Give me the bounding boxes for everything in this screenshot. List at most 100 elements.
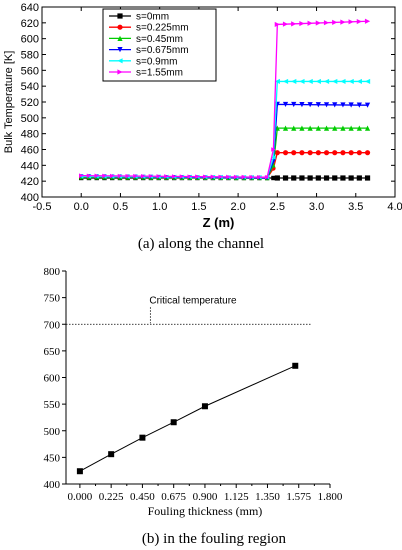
y-tick-label: 440 [21,160,39,172]
data-point [299,78,305,85]
data-point [348,125,354,131]
data-point [332,78,338,85]
y-tick-label: 580 [21,50,39,62]
data-point [332,175,338,181]
data-point [291,175,297,181]
series-0 [76,362,299,475]
data-point [117,173,123,179]
data-point [291,21,297,27]
legend-marker [117,13,123,19]
data-point [226,174,231,180]
y-tick-label: 460 [21,145,39,157]
x-tick-label: 1.5 [191,201,206,213]
x-tick-label: 3.0 [309,201,324,213]
data-point [348,150,354,156]
data-point [264,175,270,180]
data-point [282,125,289,131]
data-point [315,125,321,131]
data-point [323,102,330,108]
x-tick-label: 0.000 [68,491,93,503]
x-tick-label: 1.350 [255,491,280,503]
data-point [102,173,107,179]
data-point [323,78,330,85]
data-point [340,150,346,156]
y-tick-label: 420 [21,176,39,188]
data-point [299,175,305,181]
x-tick-label: 0.900 [193,491,218,503]
legend: s=0mms=0.225mms=0.45mms=0.675mms=0.9mms=… [102,8,217,82]
data-point [340,102,346,108]
data-point [307,78,313,85]
x-axis-label: Fouling thickness (mm) [148,504,263,518]
data-point [291,101,297,108]
data-point [332,102,338,108]
data-point [257,174,262,180]
data-point [299,101,305,108]
data-point [291,125,297,131]
data-point [282,175,289,181]
data-point [307,102,313,108]
data-point [348,78,354,85]
caption-a: (a) along the channel [138,236,264,252]
data-point [364,78,371,85]
data-point [315,175,321,181]
legend-marker [117,24,123,30]
data-point [125,173,130,179]
x-axis-label: Z (m) [203,215,235,230]
data-point [332,125,338,131]
data-point [340,125,346,131]
x-tick-label: 0.5 [113,201,128,213]
data-point [356,78,362,85]
data-point [307,150,313,156]
data-point [233,174,239,180]
data-point [364,125,371,131]
data-point [315,20,321,26]
data-point [271,163,276,168]
data-point [348,102,354,108]
data-point [299,125,305,131]
y-tick-label: 800 [44,266,61,278]
critical-temperature-label: Critical temperature [149,295,237,306]
data-point [274,21,280,28]
data-point [364,150,371,156]
series-line [79,365,296,472]
data-point [282,78,289,85]
y-tick-label: 550 [44,399,61,411]
data-point [299,20,305,27]
data-point [356,175,362,181]
data-point [170,419,177,426]
series-line [81,103,368,179]
data-point [241,174,247,180]
y-tick-label: 400 [44,479,61,491]
series-line [81,152,368,179]
data-point [364,102,371,108]
legend-entry: s=1.55mm [136,68,183,79]
y-tick-label: 560 [21,65,39,77]
data-point [332,150,338,156]
x-tick-label: 1.575 [286,491,311,503]
x-tick-label: 4.0 [387,201,402,213]
data-point [94,173,99,178]
chart-b: 400 450 500 550 600 650 700 750 800 0.000 0.225 0.4… [44,266,343,518]
data-point [202,174,208,179]
data-point [356,150,362,156]
y-tick-label: 500 [21,113,39,125]
data-point [340,78,346,85]
y-axis-label: Bulk Temperature [K] [3,51,15,154]
x-tick-label: 1.800 [318,491,343,503]
data-point [340,175,346,181]
data-point [323,125,330,131]
data-point [315,78,321,85]
data-point [274,150,280,156]
legend-entry: s=0.675mm [136,45,189,56]
series-3 [79,101,371,181]
data-point [323,150,330,156]
data-point [291,150,297,156]
legend-marker [117,47,123,53]
data-point [348,175,354,181]
data-point [179,174,185,179]
x-tick-label: 1.125 [224,491,249,503]
data-point [148,174,154,179]
x-tick-label: 3.5 [348,201,363,213]
y-tick-label: 620 [21,18,39,30]
